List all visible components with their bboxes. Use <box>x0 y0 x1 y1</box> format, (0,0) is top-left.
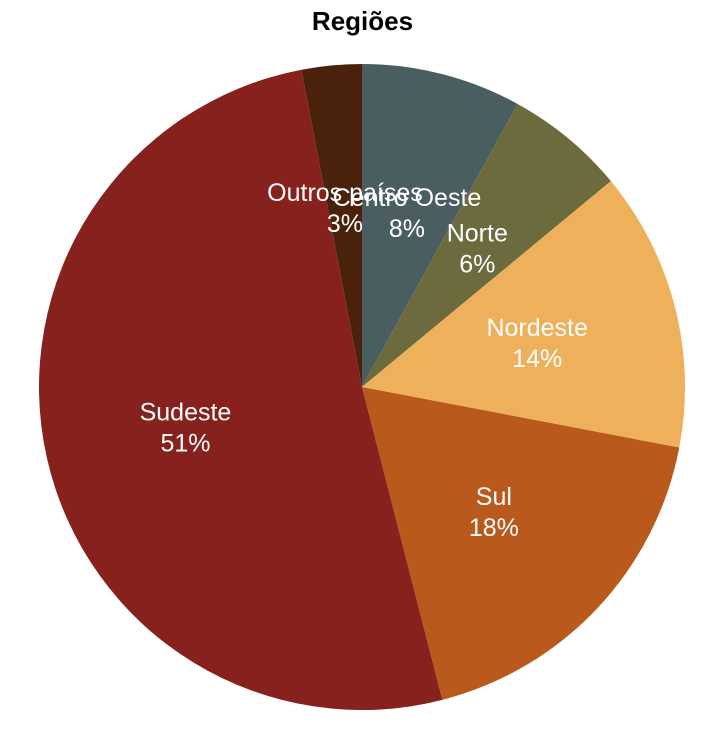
slice-label-norte: Norte <box>447 220 508 248</box>
pie-slice-outros-paises <box>301 64 362 387</box>
slice-value-norte: 6% <box>459 251 495 279</box>
pie-slice-sudeste <box>38 69 443 711</box>
slice-value-sudeste: 51% <box>160 429 210 457</box>
slice-label-sudeste: Sudeste <box>140 398 232 426</box>
slice-label-sul: Sul <box>476 483 512 511</box>
slice-value-nordeste: 14% <box>512 345 562 373</box>
chart-title: Regiões <box>311 6 414 36</box>
slice-label-centro-oeste: Centro Oeste <box>333 184 482 212</box>
pie-slice-sul <box>362 387 680 700</box>
slice-value-centro-oeste: 8% <box>389 215 425 243</box>
slice-label-outros-paises: Outros países <box>267 179 423 207</box>
slice-value-outros-paises: 3% <box>327 210 363 238</box>
pie-slice-nordeste <box>362 181 685 448</box>
slice-label-nordeste: Nordeste <box>486 314 587 342</box>
pie-slice-norte <box>362 103 611 387</box>
pie-slice-centro-oeste <box>362 64 518 387</box>
slice-value-sul: 18% <box>469 514 519 542</box>
